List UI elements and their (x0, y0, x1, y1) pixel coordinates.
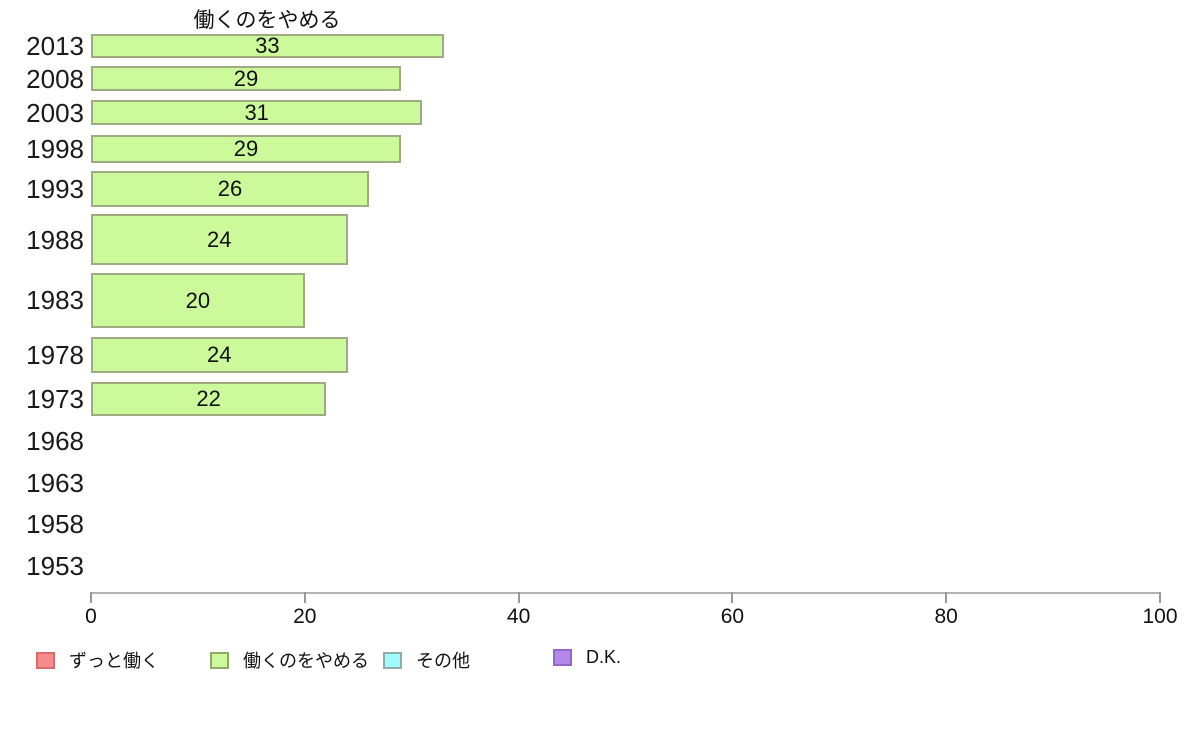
bar-value-label: 33 (255, 33, 280, 58)
bar-value-label: 31 (244, 99, 269, 125)
year-label: 1963 (26, 468, 84, 498)
year-label: 2013 (26, 31, 84, 61)
bar-value-label: 24 (207, 342, 232, 367)
bar-value-label: 24 (207, 226, 232, 252)
legend-item: D.K. (553, 647, 621, 668)
year-label: 1978 (26, 340, 84, 370)
x-axis-tick-label: 60 (720, 605, 745, 628)
chart-title: 働くのをやめる (193, 9, 341, 32)
bar: 20 (91, 273, 305, 328)
x-axis-tick (517, 592, 520, 603)
legend-item: ずっと働く (36, 647, 159, 673)
x-axis-tick-label: 40 (506, 605, 531, 628)
legend-swatch (553, 649, 572, 666)
bar: 26 (91, 171, 369, 207)
bar: 33 (91, 33, 444, 58)
legend-label: ずっと働く (69, 651, 159, 671)
bar-value-label: 26 (217, 176, 243, 201)
x-axis-tick-label: 0 (85, 605, 97, 628)
year-label: 2008 (26, 64, 84, 94)
bar-value-label: 29 (233, 136, 259, 161)
x-axis-line (91, 592, 1160, 594)
year-label: 1983 (26, 285, 84, 315)
bar: 22 (91, 382, 327, 416)
legend-item: その他 (383, 647, 470, 673)
year-label: 1993 (26, 174, 84, 204)
year-label: 1958 (26, 509, 84, 539)
bar: 24 (91, 214, 348, 265)
x-axis-tick (90, 592, 92, 603)
x-axis-tick-label: 80 (934, 605, 958, 628)
bar: 29 (91, 135, 401, 163)
legend-swatch (383, 651, 402, 669)
x-axis-tick-label: 20 (293, 605, 317, 628)
year-label: 1988 (26, 225, 84, 255)
year-label: 2003 (26, 98, 84, 128)
x-axis-tick (303, 592, 306, 603)
x-axis-tick-label: 100 (1142, 605, 1178, 628)
legend-label: 働くのをやめる (243, 651, 369, 671)
bar-value-label: 29 (233, 65, 259, 91)
legend-swatch (36, 651, 55, 669)
year-label: 1968 (26, 426, 84, 456)
year-label: 1998 (26, 134, 84, 164)
legend-label: その他 (416, 651, 470, 671)
bar: 24 (91, 337, 348, 373)
year-label: 1953 (26, 551, 84, 581)
bar: 31 (91, 99, 423, 125)
bar-value-label: 22 (196, 386, 221, 411)
year-label: 1973 (26, 384, 84, 414)
legend-label: D.K. (586, 647, 622, 667)
x-axis-tick (1159, 592, 1161, 603)
bar: 29 (91, 66, 401, 91)
bar-value-label: 20 (185, 287, 211, 313)
legend-item: 働くのをやめる (210, 647, 369, 673)
legend-swatch (210, 651, 229, 669)
x-axis-tick (731, 592, 734, 603)
x-axis-tick (945, 592, 948, 603)
